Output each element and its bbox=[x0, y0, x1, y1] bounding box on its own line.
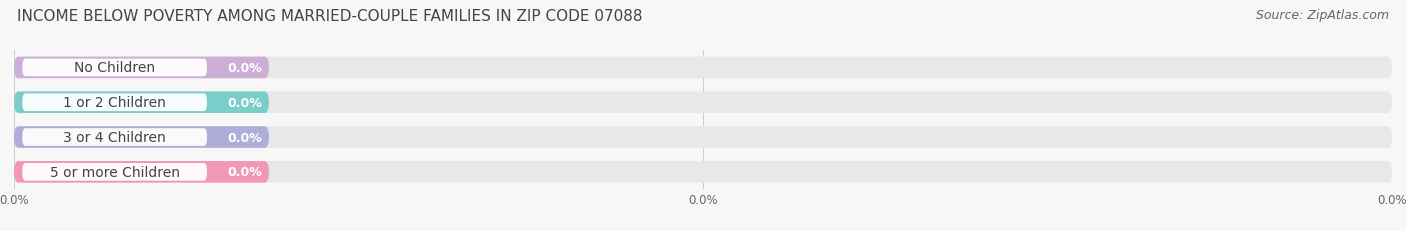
FancyBboxPatch shape bbox=[14, 58, 1392, 79]
Text: 5 or more Children: 5 or more Children bbox=[49, 165, 180, 179]
FancyBboxPatch shape bbox=[22, 59, 207, 77]
Text: 3 or 4 Children: 3 or 4 Children bbox=[63, 131, 166, 144]
FancyBboxPatch shape bbox=[22, 94, 207, 112]
FancyBboxPatch shape bbox=[14, 161, 1392, 183]
FancyBboxPatch shape bbox=[14, 127, 269, 148]
Text: 0.0%: 0.0% bbox=[228, 131, 262, 144]
Text: 0.0%: 0.0% bbox=[228, 62, 262, 75]
FancyBboxPatch shape bbox=[14, 92, 269, 113]
FancyBboxPatch shape bbox=[14, 161, 269, 183]
FancyBboxPatch shape bbox=[22, 129, 207, 146]
Text: INCOME BELOW POVERTY AMONG MARRIED-COUPLE FAMILIES IN ZIP CODE 07088: INCOME BELOW POVERTY AMONG MARRIED-COUPL… bbox=[17, 9, 643, 24]
Text: Source: ZipAtlas.com: Source: ZipAtlas.com bbox=[1256, 9, 1389, 22]
Text: 1 or 2 Children: 1 or 2 Children bbox=[63, 96, 166, 110]
FancyBboxPatch shape bbox=[14, 92, 1392, 113]
Text: No Children: No Children bbox=[75, 61, 155, 75]
FancyBboxPatch shape bbox=[14, 127, 1392, 148]
FancyBboxPatch shape bbox=[14, 58, 269, 79]
Text: 0.0%: 0.0% bbox=[228, 166, 262, 179]
FancyBboxPatch shape bbox=[22, 163, 207, 181]
Text: 0.0%: 0.0% bbox=[228, 96, 262, 109]
